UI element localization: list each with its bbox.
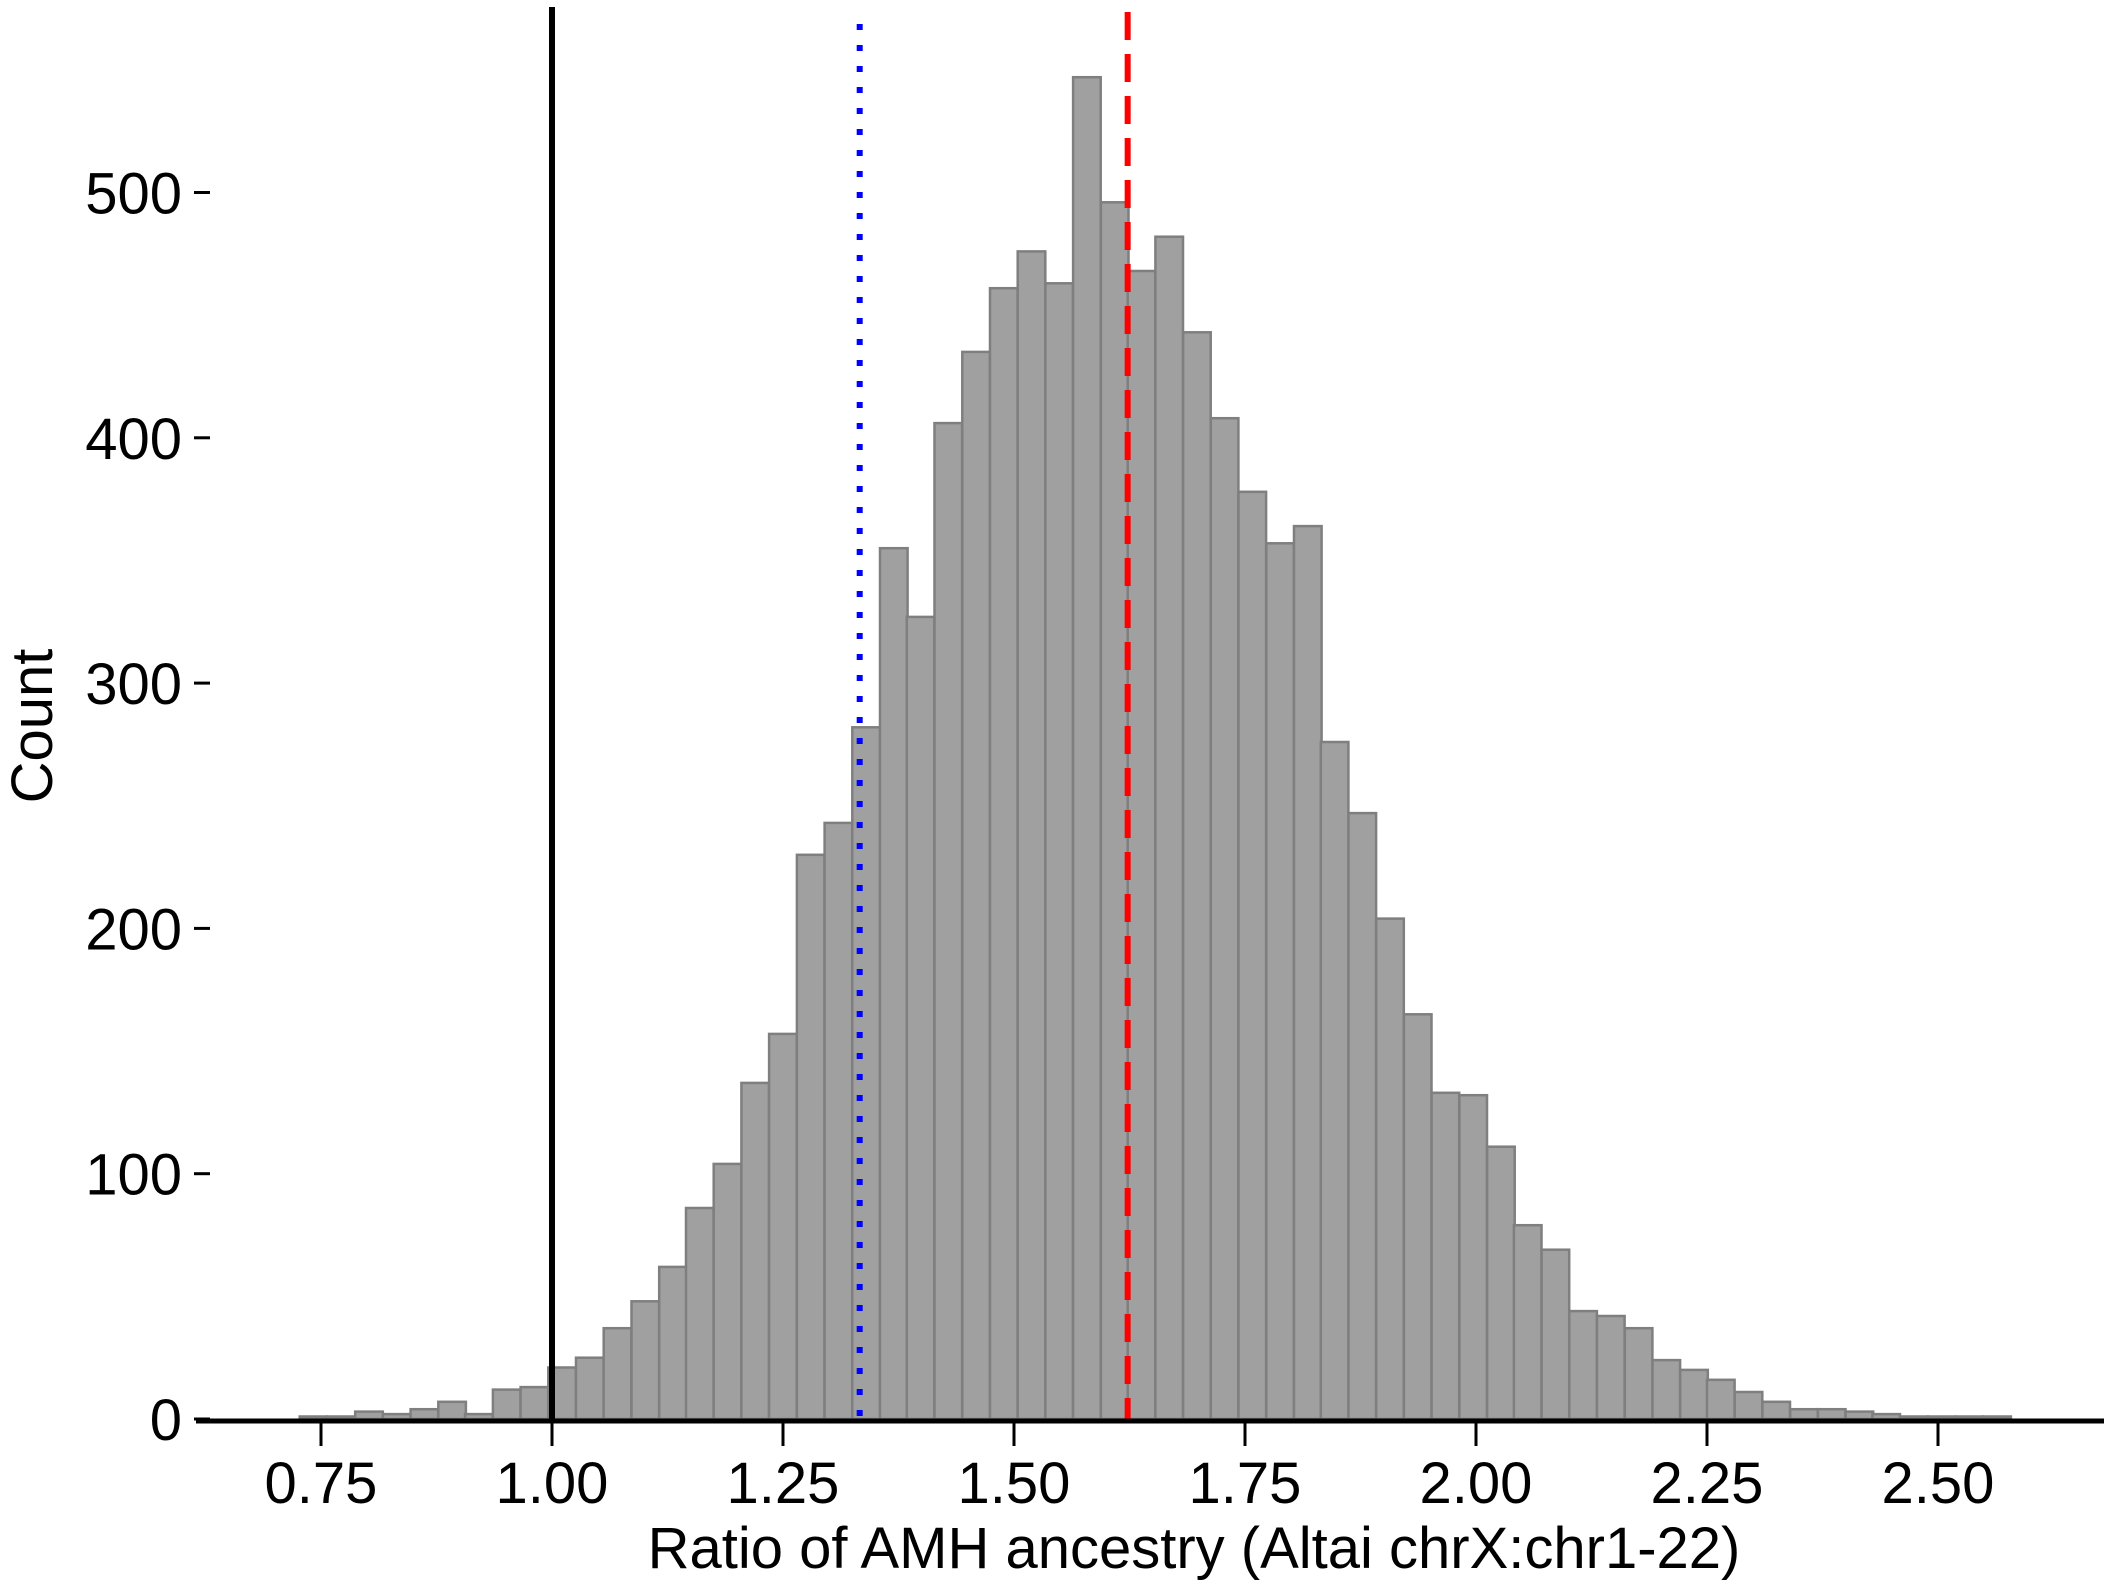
- histogram-bar: [1540, 1248, 1571, 1421]
- y-tick-label: 0: [150, 1388, 182, 1453]
- histogram-bar: [353, 1410, 385, 1421]
- reference-lines: [549, 7, 1131, 1419]
- histogram-bar: [1485, 1145, 1516, 1421]
- histogram-bar: [519, 1385, 550, 1421]
- histogram-bar: [1237, 490, 1268, 1421]
- x-tick-label: 2.50: [1882, 1451, 1995, 1516]
- histogram-bar: [1816, 1407, 1847, 1421]
- histogram-bar: [381, 1412, 412, 1421]
- histogram-bar: [740, 1081, 771, 1421]
- x-tick-label: 0.75: [265, 1451, 378, 1516]
- histogram-bars: [298, 75, 2013, 1421]
- histogram-bar: [437, 1400, 468, 1421]
- histogram-bar: [1871, 1412, 1902, 1421]
- histogram-bar: [574, 1356, 605, 1421]
- y-axis-ticks: 0 100 200 300 400 500: [85, 162, 210, 1453]
- histogram-bar: [878, 546, 909, 1421]
- y-tick-label: 300: [85, 652, 182, 717]
- histogram-bar: [1458, 1093, 1489, 1421]
- histogram-bar: [602, 1326, 633, 1421]
- histogram-bar: [1595, 1314, 1626, 1421]
- x-tick-label: 1.25: [727, 1451, 840, 1516]
- y-tick-label: 200: [85, 897, 182, 962]
- histogram-bar: [961, 350, 992, 1421]
- histogram-bar: [1430, 1091, 1461, 1421]
- histogram-bar: [1347, 811, 1378, 1421]
- x-tick-label: 1.50: [958, 1451, 1071, 1516]
- histogram-bar: [1761, 1400, 1792, 1421]
- histogram-bar: [1568, 1309, 1599, 1421]
- x-axis-ticks: 0.75 1.00 1.25 1.50 1.75 2.00 2.25 2.50: [265, 1421, 1995, 1516]
- x-tick-label: 2.00: [1420, 1451, 1533, 1516]
- histogram-bar: [1705, 1378, 1736, 1421]
- histogram-bar: [988, 286, 1019, 1421]
- histogram-bar: [1071, 75, 1102, 1421]
- x-axis-title: Ratio of AMH ancestry (Altai chrX:chr1-2…: [648, 1516, 1741, 1581]
- histogram-bar: [409, 1407, 440, 1421]
- histogram-bar: [823, 821, 854, 1421]
- histogram-bar: [712, 1162, 743, 1421]
- y-tick-label: 400: [85, 407, 182, 472]
- histogram-bar: [1154, 235, 1185, 1421]
- histogram-bar: [1016, 250, 1047, 1421]
- x-tick-label: 1.75: [1189, 1451, 1302, 1516]
- histogram-bar: [767, 1032, 798, 1421]
- y-tick-label: 500: [85, 162, 182, 227]
- histogram-bar: [1788, 1407, 1820, 1421]
- histogram-bar: [1292, 524, 1323, 1421]
- histogram-bar: [1126, 269, 1157, 1421]
- histogram-bar: [1733, 1390, 1764, 1421]
- histogram-bar: [1678, 1368, 1710, 1421]
- histogram-bar: [684, 1206, 715, 1421]
- histogram-bar: [1844, 1410, 1875, 1421]
- x-tick-label: 1.00: [496, 1451, 609, 1516]
- histogram-bar: [1402, 1013, 1433, 1421]
- histogram-bar: [1265, 542, 1296, 1421]
- histogram-bar: [1319, 740, 1350, 1421]
- histogram-bar: [1181, 331, 1212, 1421]
- histogram-bar: [905, 615, 936, 1421]
- y-axis-title: Count: [0, 649, 65, 804]
- histogram-bar: [933, 421, 964, 1421]
- histogram-bar: [630, 1300, 661, 1421]
- histogram-bar: [1651, 1358, 1682, 1421]
- histogram-bar: [491, 1388, 522, 1421]
- histogram-bar: [1099, 201, 1130, 1421]
- histogram-bar: [795, 853, 826, 1421]
- histogram-bar: [1374, 917, 1406, 1421]
- histogram-bar: [1044, 282, 1075, 1421]
- histogram-bar: [851, 726, 882, 1421]
- x-tick-label: 2.25: [1651, 1451, 1764, 1516]
- histogram-bar: [657, 1265, 689, 1421]
- y-tick-label: 100: [85, 1143, 182, 1208]
- histogram-bar: [463, 1412, 494, 1421]
- histogram-bar: [1209, 416, 1240, 1421]
- histogram-bar: [1512, 1223, 1543, 1421]
- histogram-bar: [1623, 1326, 1654, 1421]
